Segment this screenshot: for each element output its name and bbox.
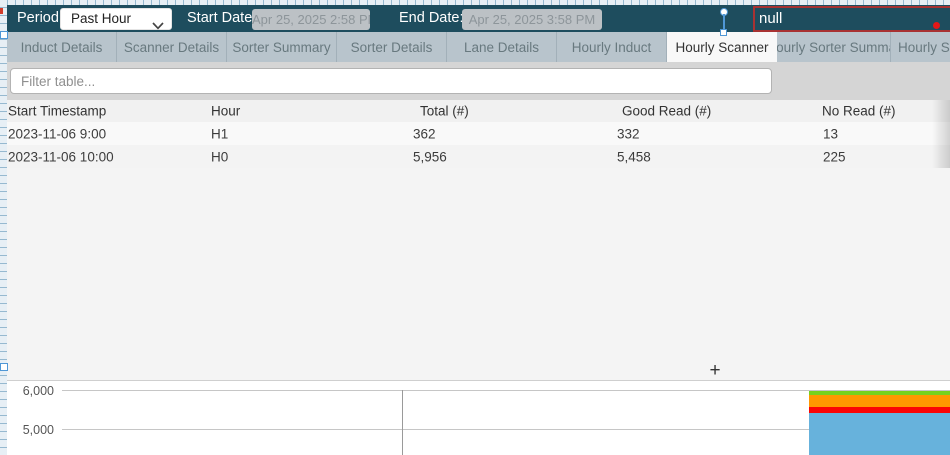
error-indicator-dot xyxy=(933,22,940,29)
start-date-input[interactable] xyxy=(252,9,370,30)
tab-hourly-sort[interactable]: Hourly Sort xyxy=(898,39,950,55)
table-row[interactable]: 2023-11-06 10:00 H0 5,956 5,458 225 xyxy=(7,145,950,168)
period-select[interactable]: Past Hour xyxy=(60,8,172,30)
tab-induct-details[interactable]: Induct Details xyxy=(7,32,117,62)
y-axis-tick-5000: 5,000 xyxy=(22,423,54,437)
end-date-input[interactable] xyxy=(462,9,602,30)
period-label: Period: xyxy=(17,10,63,26)
left-selection-handle-top[interactable] xyxy=(0,31,8,39)
column-header-hour: Hour xyxy=(211,103,241,119)
ruler-red-marker xyxy=(0,8,3,14)
gridline-5000 xyxy=(62,429,950,430)
tab-lane-details[interactable]: Lane Details xyxy=(447,32,557,62)
null-value-field[interactable]: null xyxy=(753,6,950,32)
chevron-down-icon xyxy=(152,16,164,36)
cell-start-timestamp: 2023-11-06 10:00 xyxy=(8,149,114,164)
x-gridline xyxy=(402,390,403,455)
column-header-start-timestamp: Start Timestamp xyxy=(8,103,107,119)
tab-bar: Induct Details Scanner Details Sorter Su… xyxy=(7,32,950,62)
column-header-no-read: No Read (#) xyxy=(822,103,896,119)
bar-segment-blue xyxy=(809,413,950,455)
y-axis-tick-6000: 6,000 xyxy=(22,384,54,398)
tab-scanner-details[interactable]: Scanner Details xyxy=(117,32,227,62)
tab-hourly-induct[interactable]: Hourly Induct xyxy=(557,32,667,62)
filter-table-input[interactable] xyxy=(10,68,772,94)
cell-hour: H0 xyxy=(211,149,229,164)
tab-sorter-details[interactable]: Sorter Details xyxy=(337,32,447,62)
cell-no-read: 225 xyxy=(823,149,846,164)
bar-segment-green xyxy=(809,390,950,396)
left-selection-handle-bottom[interactable] xyxy=(0,363,8,371)
cell-good-read: 5,458 xyxy=(617,149,651,164)
start-date-label: Start Date: xyxy=(187,10,257,26)
cell-no-read: 13 xyxy=(823,126,839,141)
table-empty-area xyxy=(7,168,950,380)
top-ruler xyxy=(0,0,950,5)
column-header-good-read: Good Read (#) xyxy=(622,103,712,119)
add-row-button[interactable]: + xyxy=(700,358,730,382)
tab-sorter-summary[interactable]: Sorter Summary xyxy=(227,32,337,62)
left-ruler xyxy=(0,0,7,455)
table-row[interactable]: 2023-11-06 9:00 H1 362 332 13 xyxy=(7,122,950,145)
cell-total: 5,956 xyxy=(413,149,447,164)
chart xyxy=(7,380,950,455)
column-header-total: Total (#) xyxy=(420,103,469,119)
table-header: Start Timestamp Hour Total (#) Good Read… xyxy=(7,100,950,122)
table-scroll-shadow xyxy=(932,100,950,168)
bar-segment-orange xyxy=(809,395,950,407)
null-value-text: null xyxy=(759,10,783,27)
cell-hour: H1 xyxy=(211,126,229,141)
filter-bar xyxy=(7,62,950,100)
selection-handle-bottom[interactable] xyxy=(720,29,727,36)
cell-start-timestamp: 2023-11-06 9:00 xyxy=(8,126,107,141)
period-select-value: Past Hour xyxy=(71,11,132,26)
end-date-label: End Date: xyxy=(399,10,464,26)
gridline-6000 xyxy=(62,390,950,391)
cell-good-read: 332 xyxy=(617,126,640,141)
cell-total: 362 xyxy=(413,126,436,141)
tab-hourly-sorter-summary[interactable]: Hourly Sorter Summar xyxy=(777,32,891,62)
selection-line xyxy=(723,14,725,31)
tab-hourly-scanner[interactable]: Hourly Scanner xyxy=(667,32,777,62)
bar-segment-red xyxy=(809,406,950,413)
